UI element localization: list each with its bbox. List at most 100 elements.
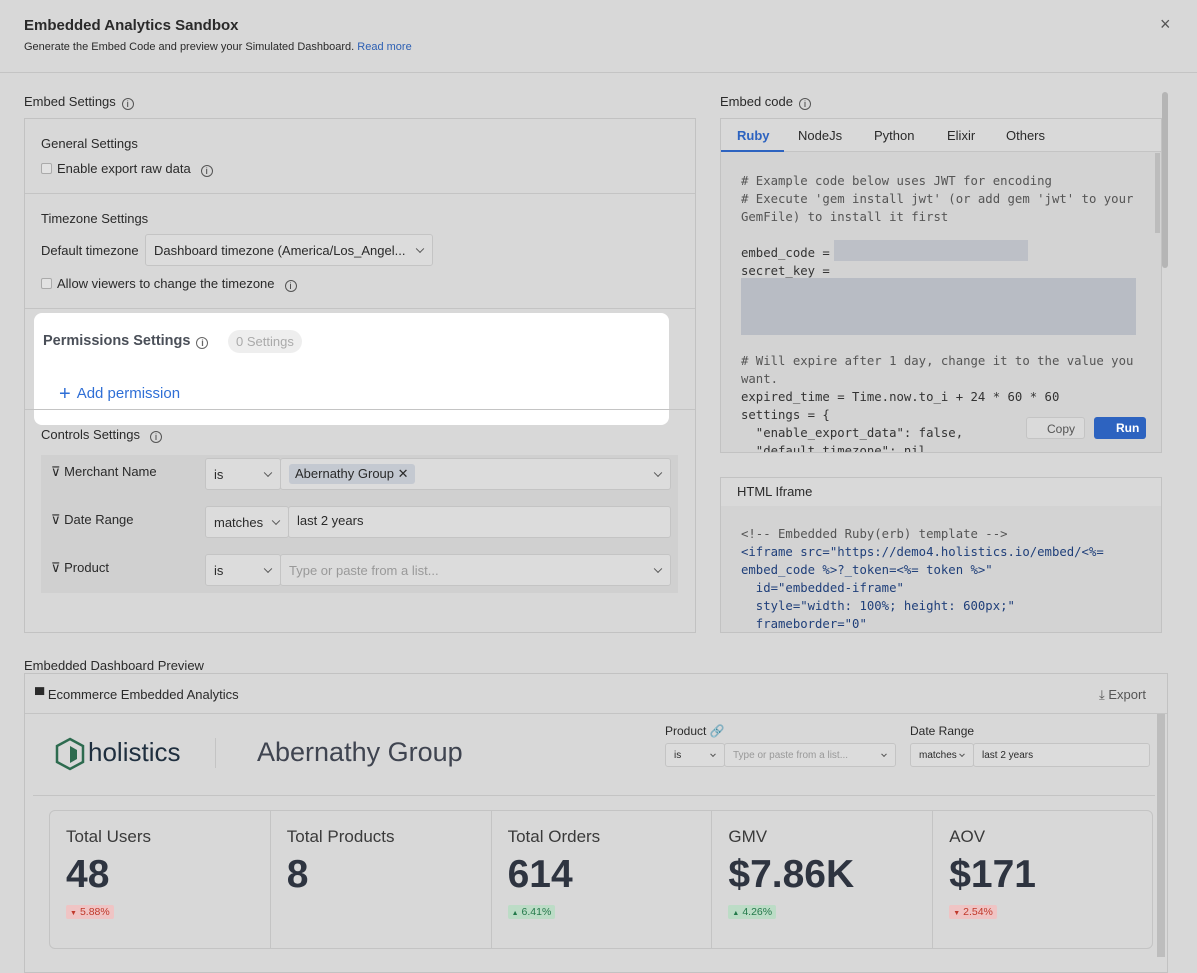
trend-arrow: ▼ [70, 910, 77, 917]
kpi-value: 614 [507, 853, 573, 896]
operator: is [674, 749, 682, 761]
allow-label: Allow viewers to change the timezone [57, 276, 275, 291]
link-icon: 🔗 [709, 724, 725, 738]
checkbox[interactable] [41, 163, 52, 174]
input-value: last 2 years [297, 513, 364, 528]
code-line: id="embedded-iframe" [741, 581, 904, 595]
tab[interactable]: Others [1006, 128, 1046, 143]
code-line: embed_code = [741, 246, 838, 260]
copy-button[interactable]: Copy [1026, 417, 1085, 439]
add-permission-button[interactable]: + Add permission [59, 383, 180, 406]
kpi-label: GMV [728, 827, 768, 846]
code-line: expired_time = Time.now.to_i + 24 * 60 *… [741, 390, 1060, 404]
control-name-text: Date Range [64, 512, 134, 527]
redacted [834, 240, 1028, 261]
kpi-row: Total Users 48 ▼ 5.88% Total Products 8 Total … [49, 810, 1153, 949]
operator-select[interactable]: matches [205, 506, 289, 538]
info-icon[interactable]: i [121, 98, 134, 110]
info-icon[interactable]: i [196, 337, 209, 349]
divider [25, 409, 695, 410]
kpi-value: $171 [949, 853, 1036, 896]
value-select[interactable]: Type or paste from a list... [724, 743, 896, 767]
tab[interactable]: NodeJs [798, 128, 843, 143]
code-paragraph: # Will expire after 1 day, change it to … [741, 352, 1134, 452]
timezone-select[interactable]: Dashboard timezone (America/Los_Angel... [145, 234, 433, 266]
read-more-link[interactable]: Read more [357, 41, 412, 53]
checkbox-label: Enable export raw data i [57, 161, 213, 177]
run-button[interactable]: Run [1094, 417, 1146, 439]
kpi-card: GMV $7.86K ▲ 4.26% [712, 811, 934, 948]
permissions-highlight: Permissions Settings i 0 Settings + Add pe… [34, 313, 669, 425]
code-line: embed_code %>?_token=<%= token %>" [741, 563, 993, 577]
tab[interactable]: Ruby [737, 128, 770, 143]
subtitle-text: Generate the Embed Code and preview your… [24, 41, 355, 53]
info-icon[interactable]: i [150, 431, 162, 443]
kpi-label: AOV [949, 827, 986, 846]
divider [25, 308, 695, 309]
iframe-panel: HTML Iframe <!-- Embedded Ruby(erb) temp… [720, 477, 1162, 633]
code-paragraph: # Example code below uses JWT for encodi… [741, 172, 1133, 226]
permissions-title: Permissions Settings i [43, 333, 209, 349]
export-button[interactable]: ⤓ Export [1099, 687, 1146, 702]
kpi-change: ▲ 6.41% [507, 905, 556, 919]
redacted [741, 278, 1136, 335]
value-select[interactable]: Type or paste from a list... [280, 554, 671, 586]
code-line: # Will expire after 1 day, change it to … [741, 354, 1134, 368]
modal-title: Embedded Analytics Sandbox [24, 17, 239, 34]
tab[interactable]: Elixir [947, 128, 976, 143]
divider [0, 72, 1197, 73]
code-line: frameborder="0" [741, 617, 867, 631]
info-icon[interactable]: i [200, 165, 213, 177]
tab-bar [721, 119, 1161, 152]
control-name: ⊽ Date Range [51, 512, 134, 527]
code-line: settings = { [741, 408, 830, 422]
preview-title: Embedded Dashboard Preview [24, 658, 204, 673]
export-text: Export [1108, 687, 1146, 702]
value-input[interactable]: last 2 years [973, 743, 1150, 767]
operator-select[interactable]: is [205, 554, 281, 586]
operator: matches [919, 749, 957, 761]
placeholder: Type or paste from a list... [289, 562, 439, 578]
input-value: last 2 years [982, 749, 1034, 761]
kpi-change: ▲ 4.26% [728, 905, 777, 919]
merchant-name: Abernathy Group [257, 737, 463, 767]
value-select[interactable]: Abernathy Group ✕ [280, 458, 671, 490]
change-value: 6.41% [521, 906, 552, 918]
tab[interactable]: Python [874, 128, 915, 143]
placeholder: Type or paste from a list... [733, 749, 849, 761]
kpi-label: Total Users [66, 827, 152, 846]
operator-select[interactable]: is [205, 458, 281, 490]
change-value: 5.88% [79, 906, 110, 918]
filter-label-text: Product [665, 724, 707, 738]
timezone-title: Timezone Settings [41, 211, 149, 226]
controls-title-text: Controls Settings [41, 427, 140, 442]
kpi-value: $7.86K [728, 853, 855, 896]
trend-arrow: ▲ [732, 910, 740, 917]
change-value: 4.26% [742, 906, 773, 918]
code-block: <!-- Embedded Ruby(erb) template --> <ifr… [741, 525, 1104, 632]
kpi-value: 48 [66, 853, 110, 896]
operator-select[interactable]: matches [910, 743, 974, 767]
checkbox[interactable] [41, 278, 52, 289]
scrollbar [1157, 714, 1165, 957]
permissions-title-text: Permissions Settings [43, 333, 191, 349]
divider [25, 193, 695, 194]
code-panel: Ruby NodeJs Python Elixir Others # Examp… [720, 118, 1162, 453]
value-input[interactable]: last 2 years [288, 506, 671, 538]
info-icon[interactable]: i [284, 280, 297, 292]
change-value: 2.54% [963, 906, 993, 918]
logo-mark [55, 737, 85, 771]
operator: matches [214, 514, 264, 530]
code-line: GemFile) to install it first [741, 210, 949, 224]
iframe-title: HTML Iframe [737, 484, 813, 499]
kpi-card: Total Products 8 [271, 811, 492, 948]
divider [33, 795, 1155, 796]
info-icon[interactable]: i [799, 98, 811, 110]
add-permission-text: Add permission [76, 385, 181, 402]
general-title: General Settings [41, 136, 138, 151]
control-name: ⊽ Product [51, 560, 109, 575]
close-button[interactable]: × [1160, 14, 1171, 34]
logo-text: holistics [88, 737, 181, 767]
operator-select[interactable]: is [665, 743, 725, 767]
